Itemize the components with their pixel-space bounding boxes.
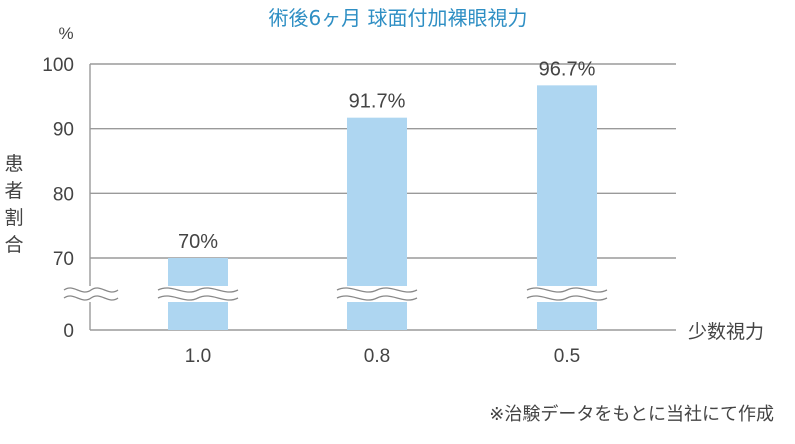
y-tick-label: 70 [53, 249, 74, 270]
data-label: 91.7% [349, 91, 406, 113]
axis-break-mark [157, 286, 239, 302]
y-axis-title: 患 者 割 合 [4, 153, 23, 256]
x-tick-label: 0.5 [554, 346, 580, 367]
axis-break-mark [336, 286, 418, 302]
y-axis-title-char: 割 [4, 207, 23, 229]
x-tick-label: 1.0 [185, 346, 211, 367]
y-tick-labels: 0 70 80 90 100 [42, 55, 74, 342]
y-tick-label: 100 [42, 55, 74, 76]
x-axis-title: 少数視力 [688, 321, 764, 343]
chart-title: 術後6ヶ月 球面付加裸眼視力 [268, 6, 527, 30]
x-tick-labels: 1.0 0.8 0.5 [185, 346, 580, 367]
data-label: 70% [178, 231, 218, 253]
y-tick-label: 0 [63, 321, 74, 342]
axis-break-mark [526, 286, 608, 302]
footnote: ※治験データをもとに当社にて作成 [489, 404, 774, 425]
axis-break-marks [63, 286, 608, 302]
data-labels: 70% 91.7% 96.7% [178, 58, 596, 253]
y-unit-label: % [58, 24, 73, 43]
axis-break-mark [63, 286, 119, 302]
y-tick-label: 80 [53, 184, 74, 205]
x-tick-label: 0.8 [364, 346, 390, 367]
y-axis-title-char: 合 [4, 234, 23, 256]
data-label: 96.7% [539, 58, 596, 80]
y-tick-label: 90 [53, 120, 74, 141]
y-axis-title-char: 患 [4, 153, 23, 175]
y-axis-title-char: 者 [4, 180, 23, 202]
